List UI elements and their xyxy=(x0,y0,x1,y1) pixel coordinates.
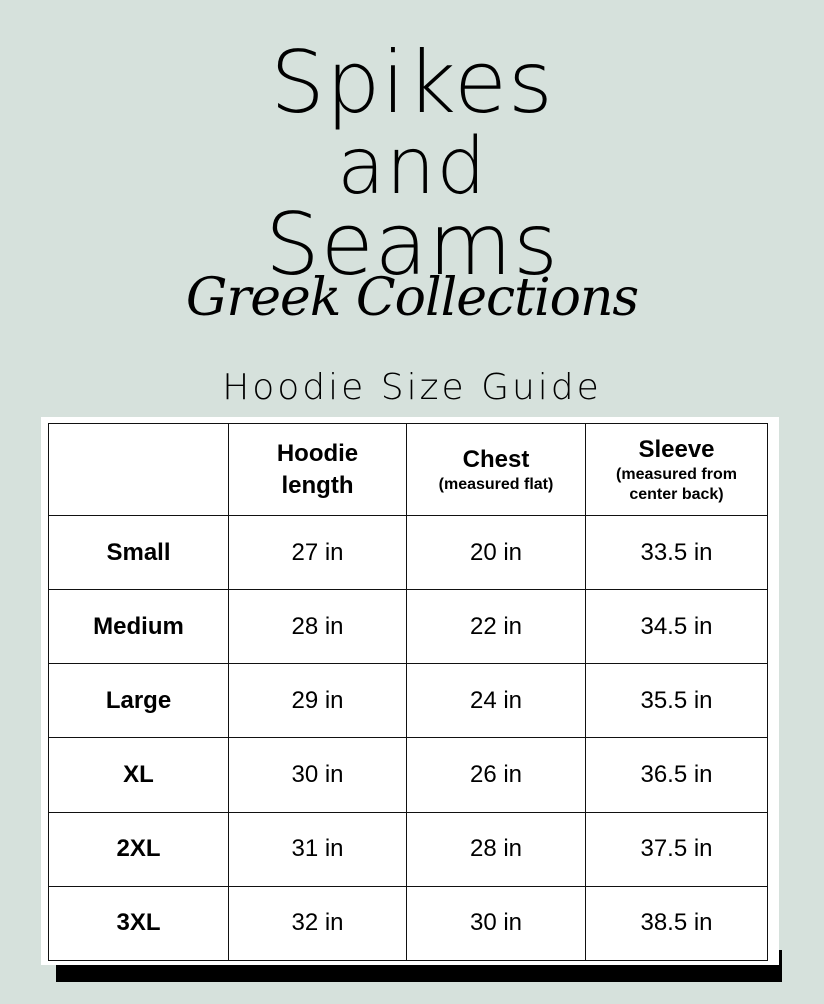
header-cell-empty xyxy=(48,423,229,516)
brand-line-spikes: Spikes xyxy=(270,33,554,133)
table-row: 2XL 31 in 28 in 37.5 in xyxy=(48,811,768,887)
size-label: Large xyxy=(48,663,229,739)
header-label: Chest xyxy=(462,445,530,473)
sleeve-value: 33.5 in xyxy=(585,514,768,591)
size-label: 3XL xyxy=(48,885,229,962)
table-header-row: Hoodie length Chest (measured flat) Slee… xyxy=(48,423,768,516)
chest-value: 20 in xyxy=(406,514,586,591)
size-label: Medium xyxy=(48,589,229,665)
length-value: 31 in xyxy=(228,811,407,887)
size-label: XL xyxy=(48,737,229,813)
brand-line-and: and xyxy=(337,122,487,212)
table-row: Medium 28 in 22 in 34.5 in xyxy=(48,589,768,665)
table-row: 3XL 32 in 30 in 38.5 in xyxy=(48,885,768,962)
header-sleeve: Sleeve (measured from center back) xyxy=(585,423,768,516)
chest-value: 28 in xyxy=(406,811,586,887)
sleeve-value: 36.5 in xyxy=(585,737,768,813)
header-chest: Chest (measured flat) xyxy=(406,423,586,516)
sleeve-value: 34.5 in xyxy=(585,589,768,665)
sleeve-value: 35.5 in xyxy=(585,663,768,739)
brand-line-seams: Seams xyxy=(265,195,559,295)
chest-value: 22 in xyxy=(406,589,586,665)
header-label: Hoodie length xyxy=(276,440,359,499)
page-title: Hoodie Size Guide xyxy=(222,367,602,408)
chest-value: 26 in xyxy=(406,737,586,813)
chest-value: 24 in xyxy=(406,663,586,739)
table-row: XL 30 in 26 in 36.5 in xyxy=(48,737,768,813)
chest-value: 30 in xyxy=(406,885,586,962)
length-value: 27 in xyxy=(228,514,407,591)
header-sublabel: (measured flat) xyxy=(438,476,554,494)
length-value: 28 in xyxy=(228,589,407,665)
table-row: Small 27 in 20 in 33.5 in xyxy=(48,514,768,591)
length-value: 29 in xyxy=(228,663,407,739)
size-table: Hoodie length Chest (measured flat) Slee… xyxy=(48,423,768,962)
size-label: Small xyxy=(48,514,229,591)
length-value: 30 in xyxy=(228,737,407,813)
sleeve-value: 37.5 in xyxy=(585,811,768,887)
length-value: 32 in xyxy=(228,885,407,962)
size-label: 2XL xyxy=(48,811,229,887)
sleeve-value: 38.5 in xyxy=(585,885,768,962)
brand-script-subtitle: Greek Collections xyxy=(185,268,639,328)
table-row: Large 29 in 24 in 35.5 in xyxy=(48,663,768,739)
header-sublabel: (measured from center back) xyxy=(616,466,737,504)
header-label: Sleeve xyxy=(638,435,715,463)
header-hoodie-length: Hoodie length xyxy=(228,423,407,516)
